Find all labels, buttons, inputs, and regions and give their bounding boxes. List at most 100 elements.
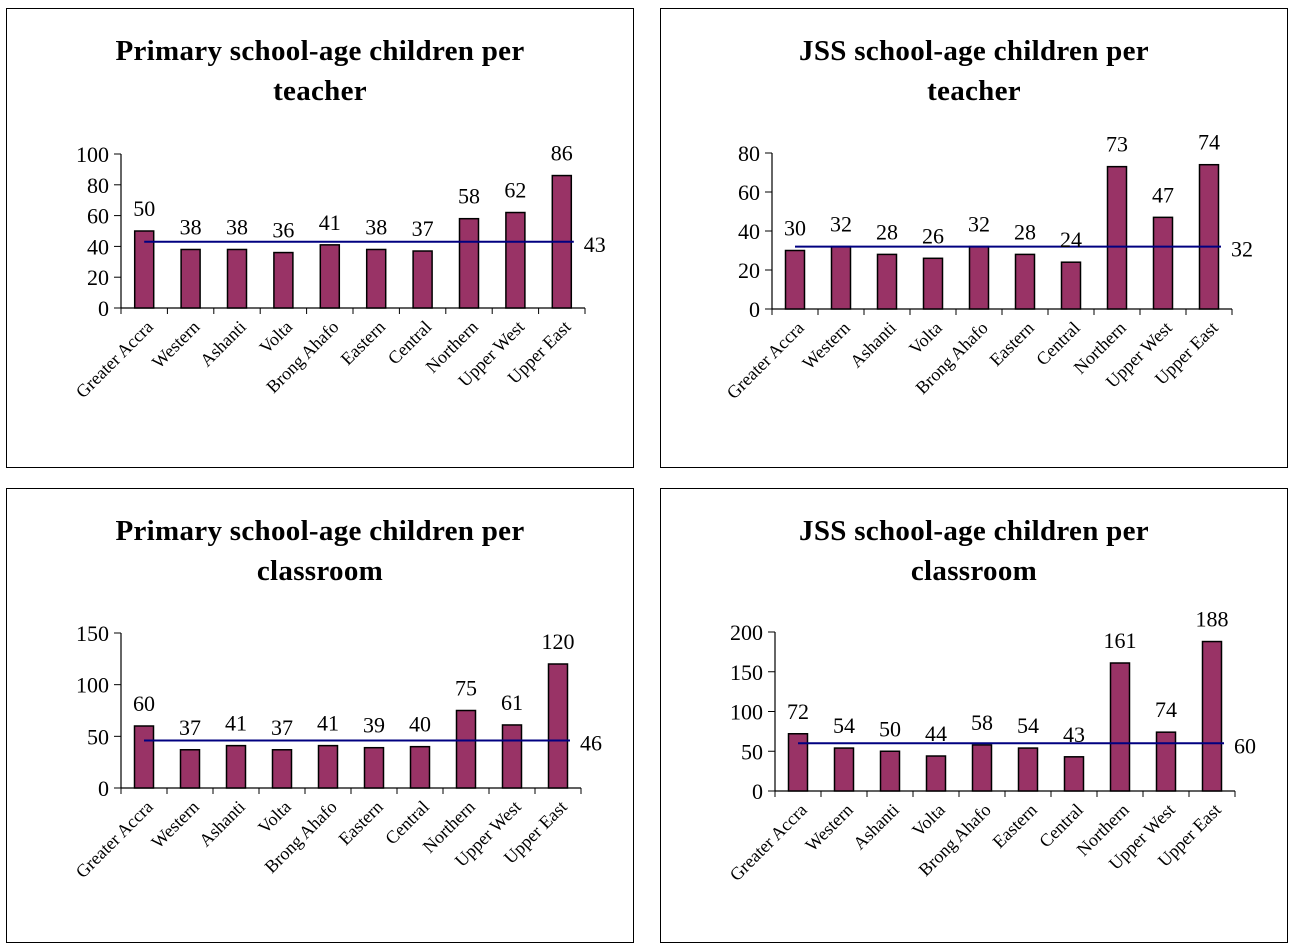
data-label: 43 bbox=[1063, 722, 1085, 747]
data-label: 58 bbox=[971, 710, 993, 735]
y-tick-label: 0 bbox=[98, 296, 109, 321]
x-tick-label: Ashanti bbox=[846, 318, 900, 372]
data-label: 28 bbox=[876, 219, 898, 244]
data-label: 161 bbox=[1104, 628, 1137, 653]
data-label: 40 bbox=[409, 712, 431, 737]
bar bbox=[1152, 216, 1174, 310]
chart-title-line-1: JSS school-age children per bbox=[799, 515, 1149, 547]
y-tick-label: 40 bbox=[738, 219, 760, 244]
bar bbox=[787, 733, 809, 792]
bar bbox=[830, 245, 852, 310]
data-label: 44 bbox=[925, 721, 947, 746]
bar bbox=[179, 749, 201, 789]
data-label: 39 bbox=[363, 713, 385, 738]
x-tick-label: Greater Accra bbox=[723, 318, 808, 403]
bar bbox=[968, 245, 990, 310]
data-label: 37 bbox=[412, 216, 434, 241]
average-label: 43 bbox=[584, 232, 606, 257]
bar-chart-primary-classroom: 0 50 100 150 46 60 37 41 37 41 39 40 75 61 120 Greater … bbox=[72, 621, 602, 882]
data-label: 61 bbox=[501, 690, 523, 715]
bar bbox=[225, 744, 247, 789]
data-label: 74 bbox=[1198, 130, 1220, 155]
data-label: 41 bbox=[319, 210, 341, 235]
data-label: 38 bbox=[180, 214, 202, 239]
data-label: 73 bbox=[1106, 132, 1128, 157]
data-label: 75 bbox=[455, 676, 477, 701]
data-label: 41 bbox=[225, 711, 247, 736]
bar bbox=[180, 248, 201, 309]
bar bbox=[226, 248, 248, 309]
chart-title-line-2: teacher bbox=[273, 75, 367, 107]
y-tick-label: 0 bbox=[752, 779, 763, 804]
chart-title: Primary school-age children per classroo… bbox=[7, 511, 633, 591]
bar bbox=[319, 244, 341, 309]
y-tick-label: 50 bbox=[87, 724, 109, 749]
data-label: 32 bbox=[968, 212, 990, 237]
bar bbox=[133, 725, 155, 789]
bar bbox=[458, 217, 480, 309]
bar bbox=[505, 211, 526, 309]
bar-chart-jss-classroom: 0 50 100 150 200 60 72 54 50 44 58 54 43 161 74 188 Grea… bbox=[726, 607, 1256, 885]
data-label: 28 bbox=[1014, 219, 1036, 244]
data-label: 120 bbox=[542, 629, 575, 654]
x-tick-label: Volta bbox=[255, 317, 296, 358]
chart-title: Primary school-age children per teacher bbox=[7, 31, 633, 111]
data-label: 38 bbox=[226, 214, 248, 239]
chart-title: JSS school-age children per classroom bbox=[661, 511, 1287, 591]
bar bbox=[1017, 747, 1039, 792]
bar bbox=[1155, 731, 1177, 792]
x-tick-label: Western bbox=[801, 800, 857, 856]
data-label: 62 bbox=[504, 178, 526, 203]
y-tick-label: 100 bbox=[76, 142, 109, 167]
bar bbox=[879, 750, 901, 792]
y-tick-label: 60 bbox=[738, 180, 760, 205]
bar bbox=[133, 230, 155, 309]
bar bbox=[317, 744, 339, 789]
x-tick-label: Volta bbox=[254, 797, 295, 838]
chart-title-line-2: classroom bbox=[910, 555, 1038, 587]
chart-title-line-1: JSS school-age children per bbox=[799, 35, 1149, 67]
bar bbox=[784, 249, 806, 310]
data-label: 74 bbox=[1155, 697, 1177, 722]
data-label: 30 bbox=[784, 216, 806, 241]
x-tick-label: Greater Accra bbox=[726, 800, 811, 885]
bar bbox=[1014, 253, 1036, 310]
y-tick-label: 100 bbox=[730, 700, 763, 725]
y-tick-label: 150 bbox=[730, 660, 763, 685]
data-label: 58 bbox=[458, 184, 480, 209]
bar bbox=[547, 663, 569, 789]
bar bbox=[925, 755, 947, 792]
chart-title: JSS school-age children per teacher bbox=[661, 31, 1287, 111]
bar bbox=[363, 746, 385, 789]
data-label: 37 bbox=[271, 715, 293, 740]
data-label: 50 bbox=[133, 196, 155, 221]
data-label: 50 bbox=[879, 716, 901, 741]
y-tick-label: 20 bbox=[738, 258, 760, 283]
chart-title-line-1: Primary school-age children per bbox=[115, 35, 525, 67]
x-tick-label: Ashanti bbox=[849, 800, 903, 854]
bar bbox=[1060, 261, 1082, 310]
bar bbox=[409, 745, 431, 789]
data-label: 47 bbox=[1152, 182, 1174, 207]
bar bbox=[922, 257, 944, 310]
data-label: 26 bbox=[922, 223, 944, 248]
bar bbox=[455, 709, 477, 789]
data-label: 24 bbox=[1060, 227, 1082, 252]
bar bbox=[876, 253, 898, 310]
x-tick-label: Ashanti bbox=[196, 317, 250, 371]
x-tick-label: Eastern bbox=[337, 317, 389, 369]
x-tick-label: Greater Accra bbox=[72, 797, 157, 882]
data-label: 41 bbox=[317, 711, 339, 736]
y-tick-label: 0 bbox=[98, 776, 109, 801]
data-label: 60 bbox=[133, 691, 155, 716]
bar bbox=[971, 744, 993, 792]
y-tick-label: 150 bbox=[76, 621, 109, 646]
data-label: 72 bbox=[787, 699, 809, 724]
y-tick-label: 200 bbox=[730, 620, 763, 645]
y-tick-label: 100 bbox=[76, 673, 109, 698]
data-label: 36 bbox=[272, 218, 294, 243]
chart-title-line-1: Primary school-age children per bbox=[115, 515, 525, 547]
bar bbox=[1106, 165, 1128, 310]
data-label: 54 bbox=[1017, 713, 1039, 738]
bar bbox=[1201, 640, 1223, 792]
